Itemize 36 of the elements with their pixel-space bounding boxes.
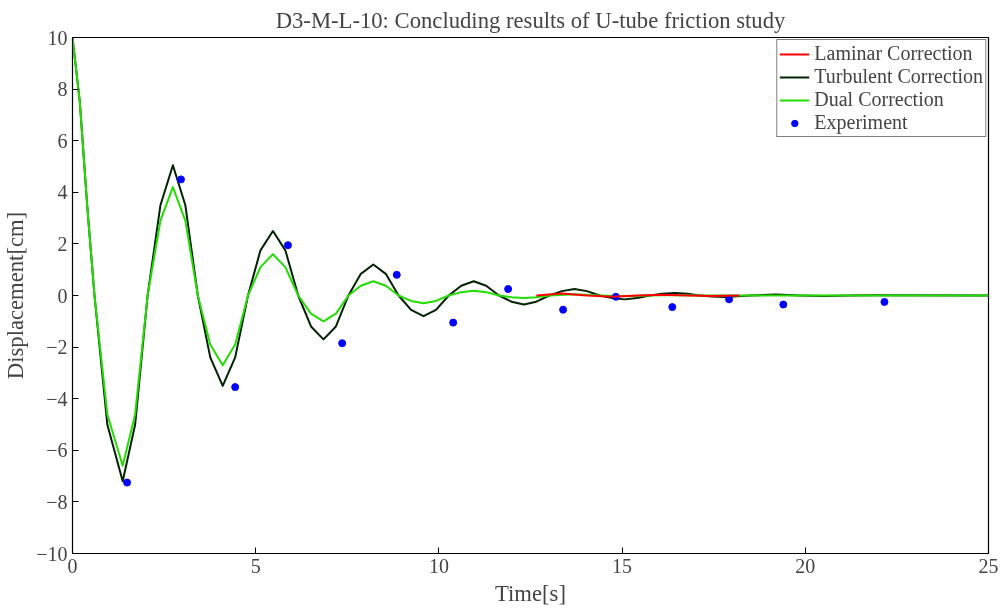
legend-label: Laminar Correction [814,42,973,65]
y-tick-label: −6 [46,439,68,462]
point [392,270,401,279]
point [779,300,788,309]
point [668,303,677,312]
y-tick-label: −4 [46,387,68,410]
x-tick-label: 25 [978,554,999,577]
point [725,295,734,304]
y-tick-label: 4 [57,181,68,204]
point [504,285,513,294]
point [283,241,292,250]
y-tick-label: −2 [46,336,68,359]
x-tick-label: 20 [795,554,816,577]
chart-title: D3-M-L-10: Concluding results of U-tube friction study [275,7,787,33]
y-tick-label: 0 [57,284,68,307]
y-axis-title: Displacement[cm] [3,211,29,380]
y-tick-label: −8 [46,490,68,513]
point [880,297,889,306]
x-tick-label: 5 [250,554,261,577]
point [559,305,568,314]
y-tick-label: 8 [57,78,68,101]
x-tick-label: 15 [612,554,633,577]
x-tick-label: 10 [428,554,449,577]
point [123,478,132,487]
y-tick-label: 2 [57,232,68,255]
y-tick-label: 10 [47,26,68,49]
legend-label: Turbulent Correction [814,65,983,88]
point [231,383,240,392]
legend-label: Dual Correction [814,88,944,111]
legend-label: Experiment [814,111,908,134]
point [449,318,458,327]
x-axis-title: Time[s] [495,580,566,606]
y-tick-label: −10 [36,542,68,565]
point [176,175,185,184]
y-tick-label: 6 [57,129,68,152]
point [338,339,347,348]
